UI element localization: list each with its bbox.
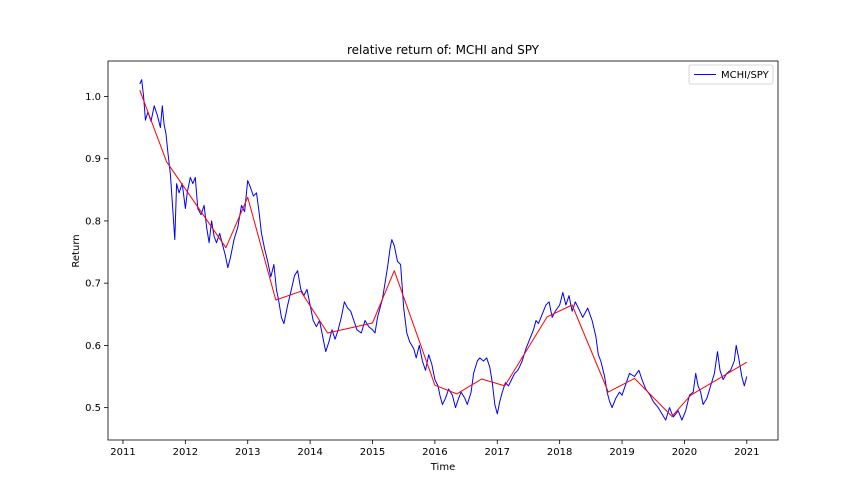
y-axis: 0.5 0.6 0.7 0.8 0.9 1.0 [85, 92, 108, 414]
x-tick-label: 2016 [422, 447, 447, 458]
x-tick-label: 2012 [173, 447, 198, 458]
x-tick-label: 2017 [485, 447, 510, 458]
y-tick-label: 0.8 [85, 216, 101, 227]
x-tick-label: 2019 [609, 447, 634, 458]
trend-line [139, 90, 748, 417]
chart-title: relative return of: MCHI and SPY [347, 43, 540, 57]
legend-label: MCHI/SPY [721, 70, 770, 81]
x-tick-label: 2011 [110, 447, 135, 458]
y-tick-label: 0.7 [85, 279, 101, 290]
x-tick-label: 2013 [235, 447, 260, 458]
legend: MCHI/SPY [688, 64, 774, 85]
y-tick-label: 0.5 [85, 403, 101, 414]
x-tick-label: 2020 [672, 447, 697, 458]
x-axis: 2011 2012 2013 2014 2015 2016 2017 2018 2019 2020… [110, 440, 760, 458]
x-axis-label: Time [430, 462, 455, 473]
x-tick-label: 2015 [360, 447, 385, 458]
legend-box [688, 64, 774, 85]
y-axis-label: Return [71, 234, 82, 267]
series-layer [139, 79, 748, 421]
y-tick-label: 0.9 [85, 154, 101, 165]
y-tick-label: 0.6 [85, 341, 101, 352]
plot-frame [107, 60, 779, 441]
x-tick-label: 2021 [734, 447, 759, 458]
x-tick-label: 2018 [547, 447, 572, 458]
series-line-mchi-spy [139, 79, 748, 421]
x-tick-label: 2014 [297, 447, 322, 458]
y-tick-label: 1.0 [85, 92, 101, 103]
